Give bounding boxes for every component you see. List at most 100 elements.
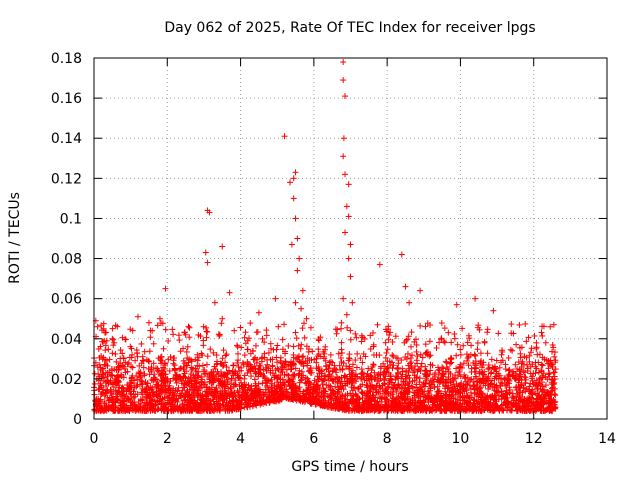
y-tick-label: 0.12 [51,171,82,187]
data-point [414,353,421,360]
data-point [347,327,354,334]
data-point [251,376,258,383]
data-point [539,387,546,394]
x-tick-label: 4 [236,431,245,447]
data-point [549,361,556,368]
data-point [451,331,458,338]
data-point [512,361,519,368]
data-point [417,287,424,294]
data-point [495,330,502,337]
data-point [315,346,322,353]
data-point [342,229,349,236]
data-point [534,351,541,358]
data-point [365,365,372,372]
data-point [376,261,383,268]
data-point [392,376,399,383]
data-point [331,362,338,369]
data-point [460,342,467,349]
data-point [185,323,192,330]
data-point [102,347,109,354]
data-point [292,365,299,372]
data-point [536,376,543,383]
x-tick-label: 2 [163,431,172,447]
data-point [516,321,523,328]
data-point [408,343,415,350]
data-point [344,324,351,331]
data-point [347,273,354,280]
data-point [263,332,270,339]
y-axis-tick-labels: 0 0.02 0.04 0.06 0.08 0.1 0.12 0.14 0.16 0.18 [51,51,82,428]
data-point [294,235,301,242]
data-point [228,380,235,387]
data-point [274,359,281,366]
data-point [132,357,139,364]
data-point [299,354,306,361]
data-point [160,345,167,352]
x-tick-label: 0 [90,431,99,447]
data-point [223,364,230,371]
data-point [222,352,229,359]
data-point [315,337,322,344]
y-tick-label: 0 [73,412,82,428]
data-point [234,350,241,357]
data-point [134,313,141,320]
y-tick-label: 0.1 [60,211,82,227]
data-point [404,350,411,357]
data-point [496,364,503,371]
data-point [439,364,446,371]
data-point [106,356,113,363]
data-point [267,340,274,347]
data-point [448,339,455,346]
data-point [548,348,555,355]
data-point [139,357,146,364]
data-point [290,175,297,182]
data-point [264,361,271,368]
data-point [502,366,509,373]
data-point [150,340,157,347]
x-axis-label: GPS time / hours [291,459,408,475]
data-point [338,319,345,326]
data-point [183,348,190,355]
data-point [346,366,353,373]
data-point [400,378,407,385]
data-point [347,336,354,343]
data-point [353,334,360,341]
data-point [220,347,227,354]
data-point [175,332,182,339]
data-point [472,295,479,302]
data-point [327,351,334,358]
data-point [460,360,467,367]
data-point [426,338,433,345]
data-point [235,363,242,370]
data-point [508,321,515,328]
data-point [343,311,350,318]
data-point [146,348,153,355]
data-point [384,364,391,371]
data-point [244,346,251,353]
data-point [427,361,434,368]
data-point [199,362,206,369]
data-point [246,335,253,342]
x-tick-label: 10 [452,431,470,447]
data-point [91,370,98,377]
y-tick-label: 0.04 [51,332,82,348]
data-point [488,369,495,376]
data-point [298,305,305,312]
data-point [169,326,176,333]
data-point [345,255,352,262]
data-point [485,366,492,373]
data-point [110,336,117,343]
x-tick-label: 8 [383,431,392,447]
data-point [292,299,299,306]
data-point [390,362,397,369]
data-point [427,352,434,359]
data-point [340,153,347,160]
data-point [505,367,512,374]
data-point [292,169,299,176]
data-point [219,315,226,322]
data-point [490,307,497,314]
data-point [340,295,347,302]
data-point [91,380,98,387]
y-tick-label: 0.08 [51,252,82,268]
data-point [407,355,414,362]
